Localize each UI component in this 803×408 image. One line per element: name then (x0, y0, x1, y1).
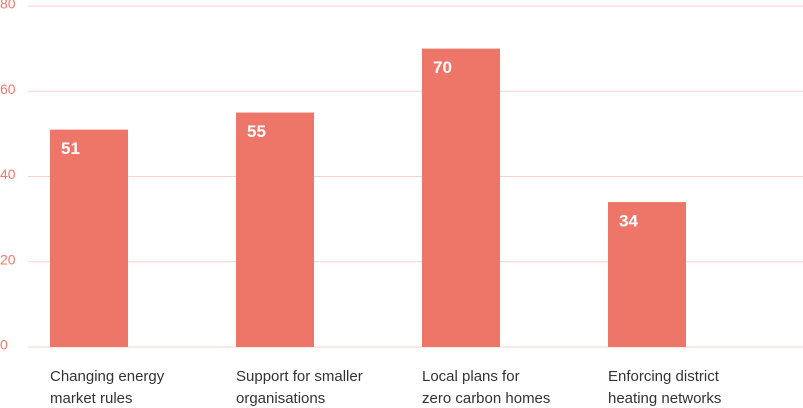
value-label: 51 (61, 139, 80, 158)
value-label: 55 (247, 122, 266, 141)
y-tick-label: 80 (0, 0, 16, 12)
bar (608, 202, 686, 347)
bar (236, 112, 314, 347)
x-tick-label: organisations (236, 390, 325, 407)
x-tick-label: Enforcing district (608, 368, 720, 385)
bar (50, 129, 128, 347)
x-tick-label: market rules (50, 390, 133, 407)
x-tick-label: Local plans for (422, 368, 520, 385)
y-tick-label: 60 (0, 81, 16, 97)
value-label: 70 (433, 58, 452, 77)
y-tick-label: 40 (0, 166, 16, 182)
x-tick-label: Changing energy (50, 368, 165, 385)
x-tick-label: zero carbon homes (422, 390, 550, 407)
x-tick-label: heating networks (608, 390, 721, 407)
value-label: 34 (619, 212, 638, 231)
y-tick-label: 0 (0, 337, 8, 353)
bar (422, 48, 500, 347)
y-tick-label: 20 (0, 251, 16, 267)
x-tick-label: Support for smaller (236, 368, 363, 385)
